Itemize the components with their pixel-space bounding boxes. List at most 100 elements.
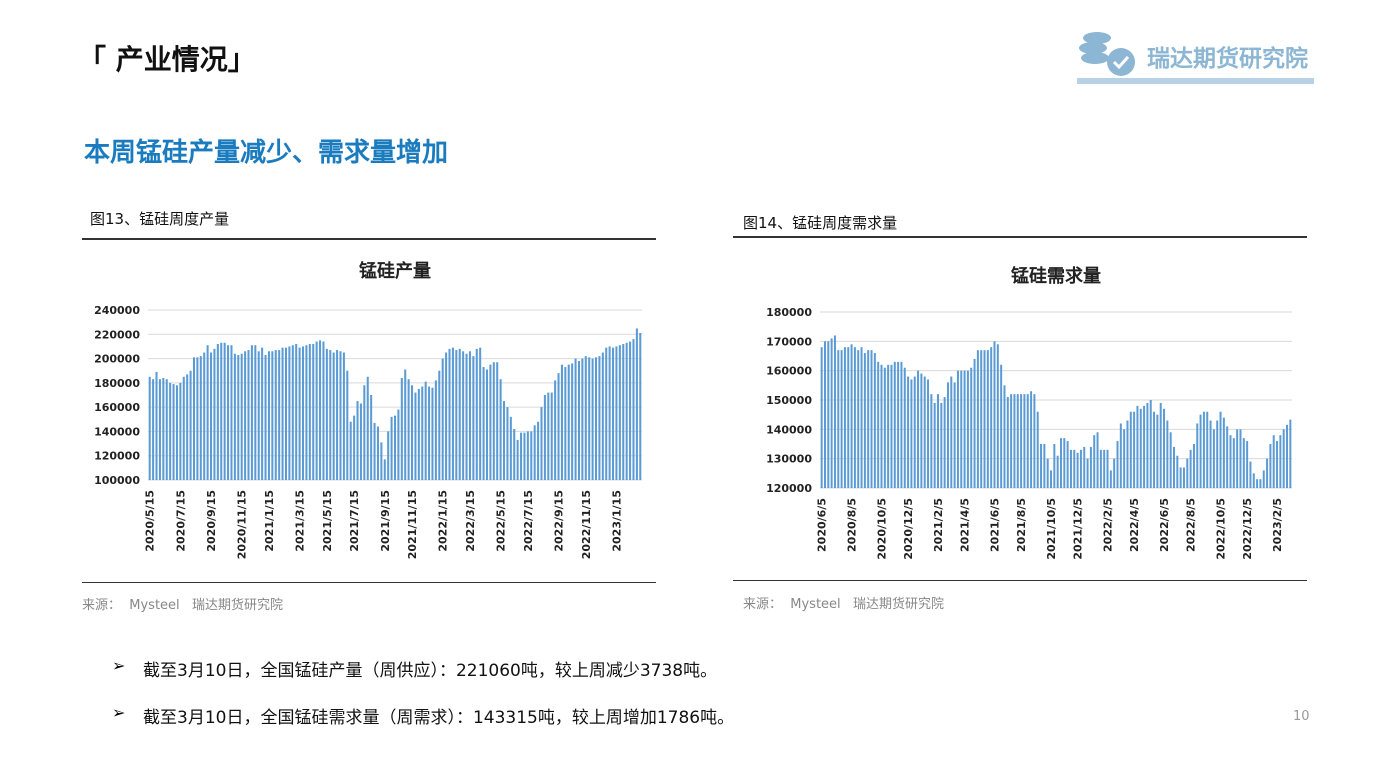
bar [1199,414,1202,488]
x-tick-label: 2020/5/15 [144,490,157,552]
bar [1206,411,1209,488]
bar [1282,429,1285,488]
bar [853,347,856,488]
y-tick-label: 220000 [94,328,140,341]
x-tick-label: 2022/5/15 [495,490,508,552]
bar [1159,402,1162,488]
bar [560,364,563,480]
bar [261,347,264,480]
bar [1209,420,1212,488]
bar [574,358,577,480]
source: 来源： Mysteel 瑞达期货研究院 [82,598,284,613]
bar [1106,449,1109,488]
bar [1043,444,1046,488]
bar [1126,420,1129,488]
bar [213,348,216,480]
bar [923,376,926,488]
bar [400,378,403,480]
bar [1050,470,1053,488]
bar [1256,479,1259,488]
bar [257,351,260,480]
bar [411,385,414,480]
bar [162,378,165,480]
bar [983,350,986,488]
bar [1056,455,1059,488]
bar [233,353,236,480]
bar [1219,411,1222,488]
section-title: 「 产业情况」 [78,43,256,76]
bar [1000,364,1003,488]
x-tick-label: 2023/2/5 [1271,498,1284,552]
bar [1093,435,1096,488]
bar [315,341,318,480]
bullet: 截至3月10日，全国锰硅产量（周供应）：221060吨，较上周减少3738吨。 [143,661,718,681]
bar [550,392,553,480]
bar [1262,470,1265,488]
bar [1189,449,1192,488]
y-tick-label: 200000 [94,353,140,366]
bar [485,369,489,480]
x-tick-label: 2022/4/5 [1128,498,1141,552]
bar [407,379,410,480]
bar [179,382,182,480]
bar [499,379,502,480]
bar [625,342,628,480]
x-tick-label: 2021/3/15 [294,490,307,552]
bar [295,344,298,480]
bar [857,350,860,488]
bar [169,382,172,480]
bar [571,363,574,480]
bar [1040,444,1043,488]
x-tick-label: 2021/10/5 [1045,498,1058,560]
bar [506,407,509,480]
bar [244,351,247,480]
bar [278,350,281,480]
bar [577,361,580,480]
bar [298,347,301,480]
bar [1063,438,1066,488]
bar [509,416,512,480]
bar [933,402,936,488]
bar [513,429,516,480]
bar [927,379,930,488]
bar [1096,432,1099,488]
bar [1173,446,1175,488]
bar [165,379,168,480]
x-tick-label: 2020/6/5 [816,498,829,552]
bar [424,381,427,480]
bar [428,386,431,480]
bar [1186,458,1189,488]
x-tick-label: 2023/1/15 [610,490,623,552]
bar [526,431,529,480]
bullet-icon: ➢ [112,656,126,675]
x-tick-label: 2020/9/15 [205,490,218,552]
x-tick-label: 2020/7/15 [174,490,187,552]
bar [172,384,175,480]
bar [953,382,956,488]
bar [370,395,373,480]
bar [993,341,996,488]
bar [288,346,291,480]
bar [584,356,587,480]
x-tick-label: 2021/12/5 [1072,498,1085,560]
y-tick-label: 170000 [766,335,812,348]
bar [1046,458,1049,488]
bar [479,347,482,480]
bar [516,439,519,480]
bar [465,353,468,480]
bar [383,459,386,480]
bar [950,376,953,488]
bar [1289,419,1292,488]
bar [917,370,920,488]
bar [601,352,604,480]
bar [158,379,161,480]
rule [733,580,1307,581]
bar [533,425,536,480]
x-tick-label: 2021/4/5 [959,498,972,552]
bar [1249,461,1252,488]
bar [867,350,870,488]
bar [903,367,906,488]
rule [733,236,1307,238]
bar [356,401,359,480]
bar [267,351,270,480]
